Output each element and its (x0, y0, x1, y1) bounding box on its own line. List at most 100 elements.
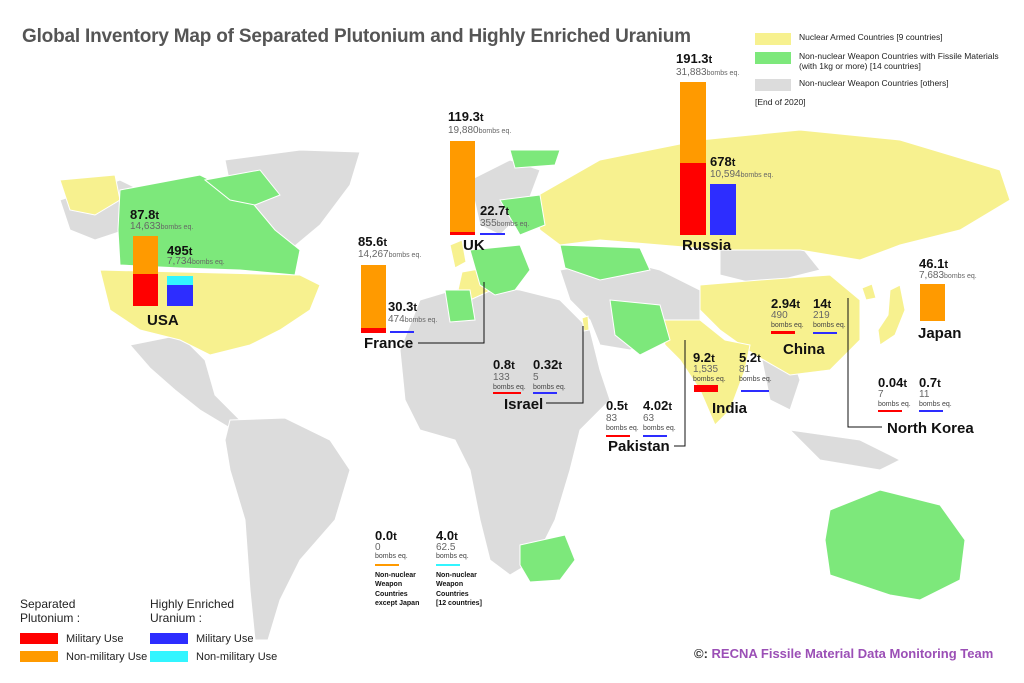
usa-heu-bombs: 7,734bombs eq. (167, 257, 225, 267)
nonnuclear-pu-bombs: 0 (375, 543, 381, 553)
legend-title-line: Separated (20, 597, 76, 611)
unit-t: t (511, 360, 515, 372)
china-heu-military-bar (813, 332, 837, 334)
france-pu-military-bar (361, 328, 386, 333)
legend-heu-military: Military Use (150, 630, 277, 648)
non-nuclear-weapon-countries-heu-nonmilitary-bar (436, 564, 460, 566)
bombs-number: 219 (813, 310, 830, 321)
bombs-number: 7,683 (919, 270, 945, 281)
bombs-number: 1,535 (693, 364, 719, 375)
note-line: Non-nuclear (375, 572, 416, 579)
value-number: 0.5 (606, 398, 625, 413)
india-heu-value: 5.2t (739, 350, 761, 366)
unit-t: t (796, 299, 800, 311)
land-nuclear-armed (59, 129, 1011, 426)
legend-label-line2: (with 1kg or more) [14 countries] (799, 60, 921, 71)
unit-t: t (827, 299, 832, 311)
japan-pu-nonmilitary-bar (920, 284, 945, 321)
india-pu-bombs-unit: bombs eq. (693, 376, 726, 383)
bombs-unit: bombs eq. (160, 224, 194, 231)
bombs-unit: bombs eq. (404, 317, 438, 324)
as-of-date: [End of 2020] (755, 96, 806, 107)
northkorea-pu-value: 0.04t (878, 375, 907, 391)
country-label-usa: USA (147, 312, 179, 329)
bombs-number: 11 (919, 389, 930, 400)
uranium-legend: Highly Enriched Uranium : Military Use N… (150, 597, 277, 666)
value-number: 4.0 (436, 528, 455, 543)
unit-t: t (937, 378, 941, 390)
india-pu-bombs: 1,535 (693, 365, 718, 375)
france-heu-military-bar (390, 331, 414, 333)
russia-heu-military-bar (710, 184, 736, 235)
unit-t: t (383, 237, 387, 249)
unit-t: t (393, 531, 397, 543)
china-pu-bombs: 490 (771, 311, 788, 321)
bombs-number: 10,594 (710, 169, 741, 180)
unit-t: t (711, 353, 715, 365)
india-heu-bombs-unit: bombs eq. (739, 376, 772, 383)
legend-label: Military Use (66, 632, 124, 645)
value-number: 85.6 (358, 234, 384, 249)
unit-t: t (505, 206, 509, 218)
country-label-north-korea: North Korea (887, 420, 974, 437)
legend-nonnuclear-others: Non-nuclear Weapon Countries [others] (755, 77, 999, 91)
note-line: except Japan (375, 600, 420, 608)
status-legend: Nuclear Armed Countries [9 countries] No… (755, 32, 999, 107)
india-heu-military-bar (741, 390, 769, 392)
china-heu-value: 14t (813, 296, 831, 312)
israel-pu-value: 0.8t (493, 357, 515, 373)
bombs-number: 7 (878, 389, 884, 400)
unit-t: t (708, 54, 713, 66)
value-number: 30.3 (388, 299, 414, 314)
note-line: Countries (375, 590, 408, 598)
unit-t: t (668, 401, 672, 413)
uk-heu-value: 22.7t (480, 203, 509, 219)
france-heu-value: 30.3t (388, 299, 417, 315)
france-pu-nonmilitary-bar (361, 264, 386, 329)
russia-pu-military-bar (680, 163, 706, 235)
value-number: 0.32 (533, 357, 559, 372)
russia-heu-value: 678t (710, 154, 735, 170)
pakistan-heu-military-bar (643, 435, 667, 437)
israel-heu-military-bar (533, 392, 557, 394)
legend-pu-nonmilitary: Non-military Use (20, 648, 147, 666)
value-number: 0.8 (493, 357, 512, 372)
value-number: 2.94 (771, 296, 797, 311)
value-number: 0.0 (375, 528, 394, 543)
swatch-heu-nonmilitary (150, 651, 188, 663)
legend-label-line1: Non-nuclear Weapon Countries with Fissil… (799, 51, 999, 61)
land-nonnuclear-fissile (117, 149, 966, 601)
bombs-unit: bombs eq. (740, 172, 774, 179)
bombs-number: 31,883 (676, 67, 707, 78)
value-number: 191.3 (676, 51, 709, 66)
country-label-pakistan: Pakistan (608, 438, 670, 455)
legend-title-line: Highly Enriched (150, 597, 235, 611)
pakistan-pu-military-bar (606, 435, 630, 437)
non-nuclear-weapon-countries-pu-nonmilitary-bar (375, 564, 399, 566)
india-heu-bombs: 81 (739, 365, 750, 375)
country-label-japan: Japan (918, 325, 962, 342)
pakistan-heu-value: 4.02t (643, 398, 672, 414)
plutonium-legend: Separated Plutonium : Military Use Non-m… (20, 597, 147, 666)
bombs-number: 14,267 (358, 249, 389, 260)
country-label-france: France (364, 335, 414, 352)
france-pu-bombs: 14,267bombs eq. (358, 250, 421, 260)
france-heu-bombs: 474bombs eq. (388, 315, 437, 325)
israel-pu-bombs: 133 (493, 373, 510, 383)
bombs-number: 63 (643, 413, 655, 424)
legend-label: Nuclear Armed Countries [9 countries] (799, 32, 943, 42)
land-other (59, 149, 902, 641)
country-label-russia: Russia (682, 237, 732, 254)
legend-label: Non-nuclear Weapon Countries [others] (799, 77, 949, 88)
northkorea-pu-bombs-unit: bombs eq. (878, 401, 911, 408)
legend-title-line: Uranium : (150, 610, 203, 625)
unit-t: t (757, 353, 761, 365)
swatch-heu-military (150, 633, 188, 645)
value-number: 9.2 (693, 350, 712, 365)
nonnuclear-heu-value: 4.0t (436, 528, 458, 544)
pakistan-pu-bombs-unit: bombs eq. (606, 425, 639, 432)
legend-label: Non-nuclear Weapon Countries with Fissil… (799, 51, 999, 72)
france-pu-value: 85.6t (358, 234, 387, 250)
nonnuclear-heu-bombs: 62.5 (436, 543, 455, 553)
bombs-number: 355 (480, 218, 497, 229)
